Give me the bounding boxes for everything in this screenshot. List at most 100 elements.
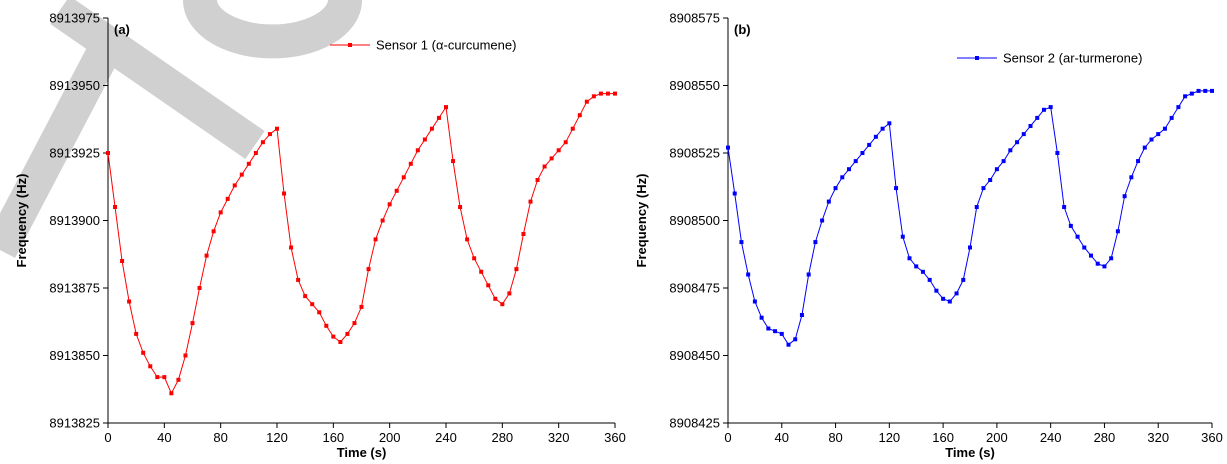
data-point	[444, 105, 448, 110]
data-point	[726, 145, 730, 150]
legend-marker	[348, 43, 352, 47]
x-tick-label: 120	[878, 430, 900, 445]
data-point	[1142, 145, 1147, 150]
data-point	[204, 253, 209, 258]
data-point	[1021, 132, 1026, 137]
data-point	[1210, 88, 1214, 93]
data-point	[1189, 91, 1194, 96]
data-point	[289, 245, 294, 250]
data-point	[947, 299, 952, 304]
data-point	[968, 245, 972, 250]
data-point	[900, 234, 905, 239]
y-tick-label: 8908450	[669, 348, 720, 363]
data-point	[779, 331, 784, 336]
data-point	[549, 156, 554, 161]
data-point	[1041, 107, 1046, 112]
data-point	[113, 205, 118, 209]
x-tick-label: 360	[1201, 430, 1223, 445]
data-point	[820, 218, 825, 223]
data-point	[239, 172, 244, 177]
x-tick-label: 280	[1094, 430, 1116, 445]
data-point	[394, 188, 399, 193]
data-point	[134, 331, 139, 336]
panel-label: (b)	[734, 22, 751, 37]
data-point	[422, 137, 427, 142]
data-point	[1109, 256, 1114, 261]
data-point	[500, 302, 505, 307]
data-point	[994, 167, 999, 172]
data-point	[880, 126, 885, 131]
x-axis-label: Time (s)	[945, 445, 995, 460]
data-point	[317, 310, 322, 315]
data-point	[486, 283, 491, 288]
x-tick-label: 360	[604, 430, 626, 445]
data-point	[521, 232, 526, 236]
x-tick-label: 40	[775, 430, 789, 445]
data-point	[324, 323, 329, 328]
data-point	[359, 304, 364, 309]
data-point	[853, 159, 858, 164]
y-tick-label: 8913975	[49, 11, 100, 26]
data-point	[451, 159, 456, 164]
watermark-stroke	[0, 32, 126, 258]
data-point	[907, 256, 912, 261]
data-point	[598, 91, 603, 96]
data-point	[380, 218, 385, 223]
y-tick-label: 8908550	[669, 78, 720, 93]
data-point	[840, 175, 845, 180]
data-point	[934, 288, 939, 293]
data-point	[542, 164, 547, 169]
y-tick-label: 8913825	[49, 416, 100, 431]
x-tick-label: 240	[435, 430, 457, 445]
data-point	[570, 126, 575, 131]
data-point	[338, 340, 343, 344]
data-point	[988, 178, 993, 182]
data-point	[752, 299, 757, 304]
data-point	[458, 205, 463, 209]
data-point	[887, 121, 892, 126]
data-point	[507, 291, 512, 296]
data-point	[927, 277, 932, 282]
data-point	[141, 350, 146, 355]
x-tick-label: 160	[932, 430, 954, 445]
data-point	[806, 272, 811, 277]
data-point	[1162, 126, 1167, 131]
data-point	[766, 326, 771, 331]
x-tick-label: 80	[213, 430, 227, 445]
series-line	[727, 90, 1212, 346]
data-point	[894, 186, 899, 191]
data-point	[366, 267, 371, 272]
data-point	[847, 167, 851, 172]
data-point	[472, 256, 477, 261]
data-point	[253, 151, 258, 155]
data-point	[1015, 140, 1020, 145]
data-point	[1102, 264, 1107, 269]
data-point	[190, 321, 195, 326]
y-tick-label: 8908525	[669, 146, 720, 161]
data-point	[1129, 175, 1134, 180]
data-point	[1035, 115, 1040, 120]
data-point	[155, 375, 160, 380]
data-point	[1082, 245, 1087, 250]
data-point	[282, 191, 287, 196]
y-axis-label: Frequency (Hz)	[14, 174, 29, 268]
data-point	[106, 151, 110, 155]
data-point	[310, 302, 315, 307]
data-point	[296, 277, 301, 282]
data-point	[373, 237, 378, 242]
data-point	[197, 286, 202, 290]
data-point	[1169, 115, 1174, 120]
data-point	[120, 259, 125, 263]
panel: 8908425 8908450 8908475 8908500 8908525 89085…	[634, 11, 1223, 461]
data-point	[1122, 194, 1127, 199]
data-point	[833, 186, 838, 191]
data-point	[746, 272, 751, 277]
data-point	[1203, 88, 1208, 93]
data-point	[793, 337, 798, 342]
x-tick-label: 80	[828, 430, 842, 445]
data-point	[148, 364, 153, 369]
y-tick-label: 8908475	[669, 281, 720, 296]
data-point	[813, 240, 818, 245]
data-point	[1196, 88, 1201, 93]
data-point	[556, 148, 561, 153]
